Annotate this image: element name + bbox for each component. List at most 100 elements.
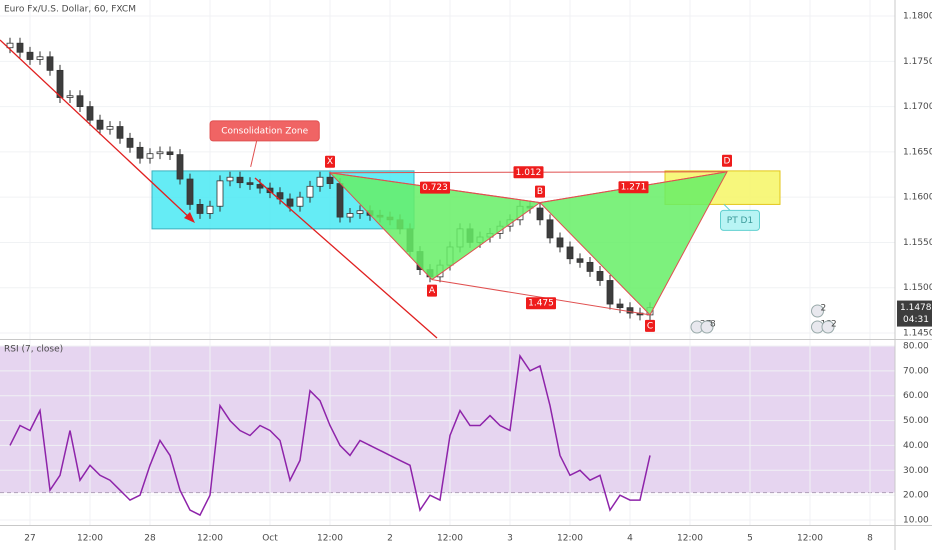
x-tick-label: 27 [24, 534, 35, 544]
point-label: X [327, 157, 333, 167]
candle-body [156, 151, 164, 155]
y-tick-label: 10.00 [903, 516, 929, 526]
x-tick-label: 12:00 [437, 534, 463, 544]
candle-body [206, 205, 214, 214]
zone-label-box [720, 209, 760, 231]
x-tick-label: 12:00 [197, 534, 223, 544]
x-tick-label: 12:00 [797, 534, 823, 544]
candle-body [236, 176, 244, 184]
y-tick-label: 20.00 [903, 491, 929, 501]
y-tick-label: 1.17000 [903, 102, 932, 112]
candle-body [136, 146, 144, 159]
candle-body [276, 192, 284, 200]
candle-body [226, 176, 234, 182]
ratio-label: 1.475 [528, 299, 554, 309]
ratio-box [618, 181, 649, 194]
event-label: 2 [821, 304, 827, 314]
last-price-label: 1.14781 [900, 303, 932, 313]
y-tick-label: 60.00 [903, 391, 929, 401]
candle-body [16, 42, 24, 53]
y-tick-label: 70.00 [903, 366, 929, 376]
y-tick-label: 1.16500 [903, 147, 932, 157]
candle-body [626, 307, 634, 314]
candle-body [556, 237, 564, 248]
candle-body [196, 204, 204, 214]
candle-body [576, 258, 584, 263]
rsi-line [9, 353, 651, 517]
x-tick-label: 12:00 [557, 534, 583, 544]
event-label: 2 [831, 320, 837, 330]
ratio-label: 0.723 [422, 183, 448, 193]
y-tick-label: 1.15000 [903, 283, 932, 293]
zone-label: PT D1 [727, 216, 753, 226]
candle-body [216, 180, 224, 207]
candle-body [176, 154, 184, 180]
candle-body [286, 198, 294, 207]
candle-body [596, 271, 604, 281]
candle-body [106, 126, 114, 130]
y-tick-label: 1.17500 [903, 57, 932, 67]
zone-label-box [209, 120, 320, 142]
zone-label-pointer [723, 204, 731, 211]
point-box [535, 185, 545, 198]
event-icon [811, 304, 824, 318]
trend-line [254, 177, 438, 339]
candle-body [76, 95, 84, 107]
candle-body [246, 182, 254, 185]
x-tick-label: 5 [747, 534, 753, 544]
candle-body [256, 184, 264, 189]
candle-body [616, 303, 624, 309]
point-label: B [537, 187, 543, 197]
trend-line [0, 39, 193, 221]
point-box [325, 155, 335, 168]
x-tick-label: 12:00 [677, 534, 703, 544]
candle-body [306, 185, 314, 198]
candle-body [166, 151, 174, 155]
y-tick-label: 1.18000 [903, 12, 932, 22]
chart-title: Euro Fx/U.S. Dollar, 60, FXCM [4, 5, 136, 15]
point-box [722, 154, 732, 167]
candle-body [86, 106, 94, 121]
grid-layer [0, 0, 895, 525]
candle-body [326, 176, 334, 184]
event-icon [821, 320, 835, 334]
x-tick-label: 2 [387, 534, 393, 544]
candle-body [6, 42, 14, 49]
candle-body [336, 183, 344, 218]
event-icon [700, 320, 714, 334]
x-tick-label: 12:00 [317, 534, 343, 544]
candle-body [296, 196, 304, 207]
y-tick-label: 1.15500 [903, 238, 932, 248]
candle-body [316, 176, 324, 187]
ratio-box [420, 181, 450, 194]
x-tick-label: 3 [507, 534, 513, 544]
point-label: A [429, 286, 436, 296]
candle-body [146, 153, 154, 159]
ratio-label: 1.012 [516, 168, 542, 178]
candle-body [546, 219, 554, 239]
candle-body [56, 69, 64, 98]
x-tick-label: 4 [627, 534, 633, 544]
ratio-box [513, 166, 544, 179]
candle-body [566, 246, 574, 260]
y-tick-label: 1.16000 [903, 193, 932, 203]
event-label: 8 [710, 320, 716, 330]
point-box [427, 284, 437, 297]
candle-body [36, 56, 44, 60]
x-tick-label: 8 [867, 534, 873, 544]
x-tick-label: Oct [262, 534, 278, 544]
candle-body [586, 261, 594, 272]
y-tick-label: 30.00 [903, 466, 929, 476]
candle-body [356, 210, 364, 214]
labels-layer: 27 12:00 2 8 12:00 Oct 12:00 2 12:00 3 12:00 4 12:00… [24, 12, 932, 544]
point-label: C [647, 321, 653, 331]
candle-body [606, 280, 614, 305]
last-price-box [897, 300, 932, 327]
candle-body [26, 51, 34, 60]
x-tick-label: 12:00 [77, 534, 103, 544]
rsi-title: RSI (7, close) [4, 345, 63, 355]
zone-label: Consolidation Zone [221, 126, 308, 136]
trend-arrow [184, 212, 195, 223]
